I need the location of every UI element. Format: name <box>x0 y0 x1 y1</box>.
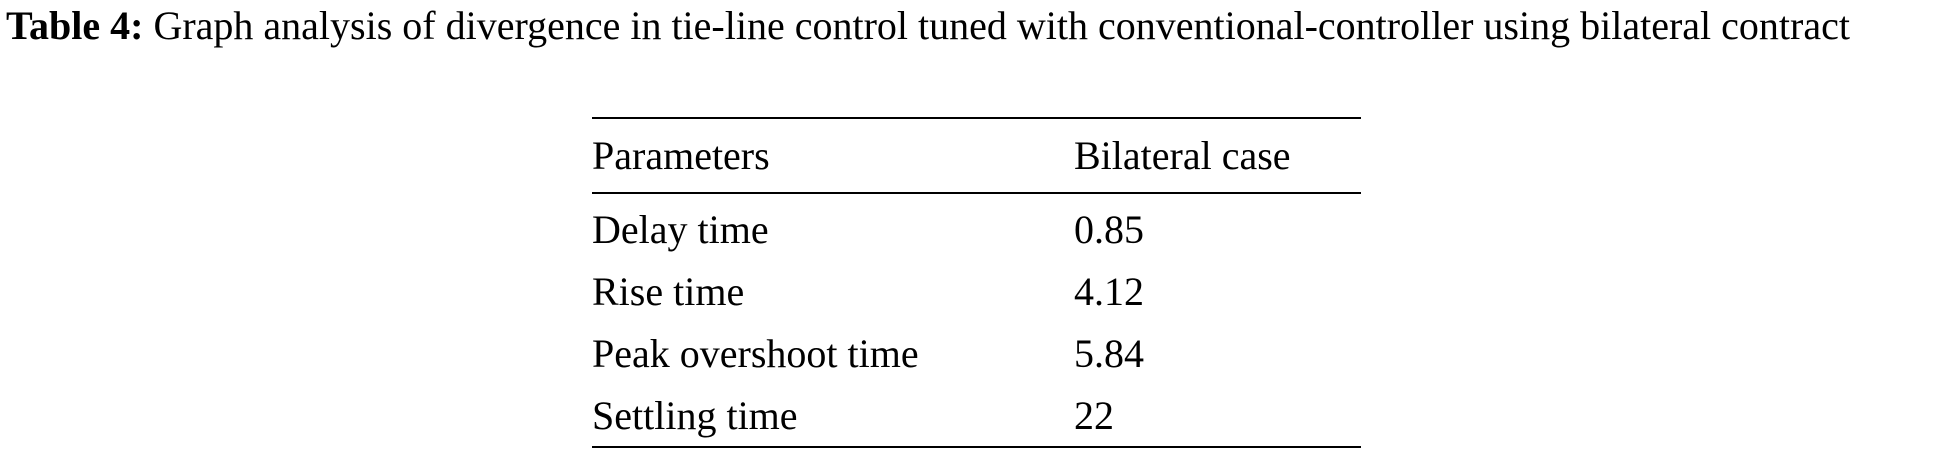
table-row: Peak overshoot time 5.84 <box>592 322 1361 384</box>
table-cell: 0.85 <box>1074 206 1144 252</box>
table-cell: 22 <box>1074 392 1114 438</box>
table: Parameters Bilateral case Delay time 0.85 R… <box>592 117 1361 448</box>
table-cell: Settling time <box>592 392 798 438</box>
caption-text: Graph analysis of divergence in tie-line… <box>153 3 1850 48</box>
caption-label: Table 4: <box>6 3 144 48</box>
caption: Table 4: Graph analysis of divergence in… <box>6 2 1948 49</box>
table-cell: 5.84 <box>1074 330 1144 376</box>
table-body: Delay time 0.85 Rise time 4.12 Peak overshoo… <box>592 193 1361 447</box>
table-cell: Rise time <box>592 268 745 314</box>
header-cell: Parameters <box>592 118 1074 194</box>
table-row: Rise time 4.12 <box>592 260 1361 322</box>
table-cell: Peak overshoot time <box>592 330 919 376</box>
header-row: Parameters Bilateral case <box>592 118 1361 194</box>
table-row: Delay time 0.85 <box>592 193 1361 260</box>
table-row: Settling time 22 <box>592 384 1361 447</box>
table-cell: 4.12 <box>1074 268 1144 314</box>
header-cell: Bilateral case <box>1074 118 1361 194</box>
table-cell: Delay time <box>592 206 769 252</box>
